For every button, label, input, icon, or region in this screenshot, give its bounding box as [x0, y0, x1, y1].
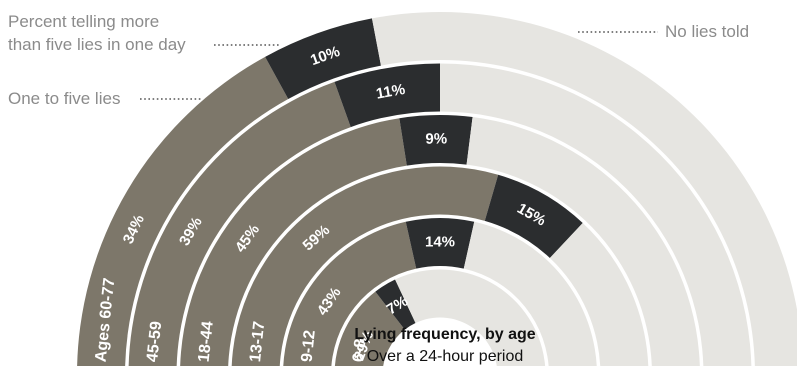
segment-more-than-five-ages-60-77 — [265, 18, 381, 99]
segment-more-than-five-6-8 — [375, 279, 416, 330]
segment-one-to-five-18-44 — [180, 118, 407, 371]
legend-one-to-five: One to five lies — [8, 89, 120, 108]
segment-none-ages-60-77 — [371, 12, 797, 371]
rings-group — [77, 12, 797, 371]
segment-none-13-17 — [549, 223, 649, 371]
age-label-9-12: 9-12 — [299, 329, 319, 363]
segment-none-9-12 — [463, 221, 597, 371]
segment-more-than-five-9-12 — [405, 218, 475, 269]
legend-more-than-five-line2: than five lies in one day — [8, 35, 186, 54]
legend-no-lies: No lies told — [665, 22, 749, 41]
age-label-13-17: 13-17 — [247, 320, 268, 363]
segment-none-45-59 — [440, 63, 752, 371]
legend-more-than-five-line1: Percent telling more — [8, 12, 159, 31]
segment-more-than-five-45-59 — [334, 63, 440, 128]
age-label-45-59: 45-59 — [144, 320, 165, 363]
segment-none-18-44 — [466, 117, 700, 371]
label-more-than-five-45-59: 11% — [375, 81, 407, 103]
segment-one-to-five-45-59 — [128, 81, 351, 371]
age-label-18-44: 18-44 — [196, 320, 217, 363]
chart-title: Lying frequency, by age — [354, 326, 535, 343]
segment-more-than-five-13-17 — [484, 174, 583, 259]
segment-one-to-five-6-8 — [334, 291, 405, 371]
segment-one-to-five-ages-60-77 — [77, 56, 289, 371]
segment-one-to-five-9-12 — [283, 221, 417, 371]
age-label-6-8: 6-8 — [350, 338, 369, 363]
chart-subtitle: Over a 24-hour period — [367, 348, 524, 365]
label-more-than-five-9-12: 14% — [425, 234, 455, 251]
caption: Lying frequency, by age Over a 24-hour p… — [354, 326, 535, 365]
segment-more-than-five-18-44 — [399, 115, 473, 166]
label-more-than-five-18-44: 9% — [425, 130, 447, 147]
legend: Percent telling more than five lies in o… — [8, 12, 749, 108]
segment-none-6-8 — [395, 269, 546, 371]
segment-one-to-five-13-17 — [231, 166, 499, 371]
